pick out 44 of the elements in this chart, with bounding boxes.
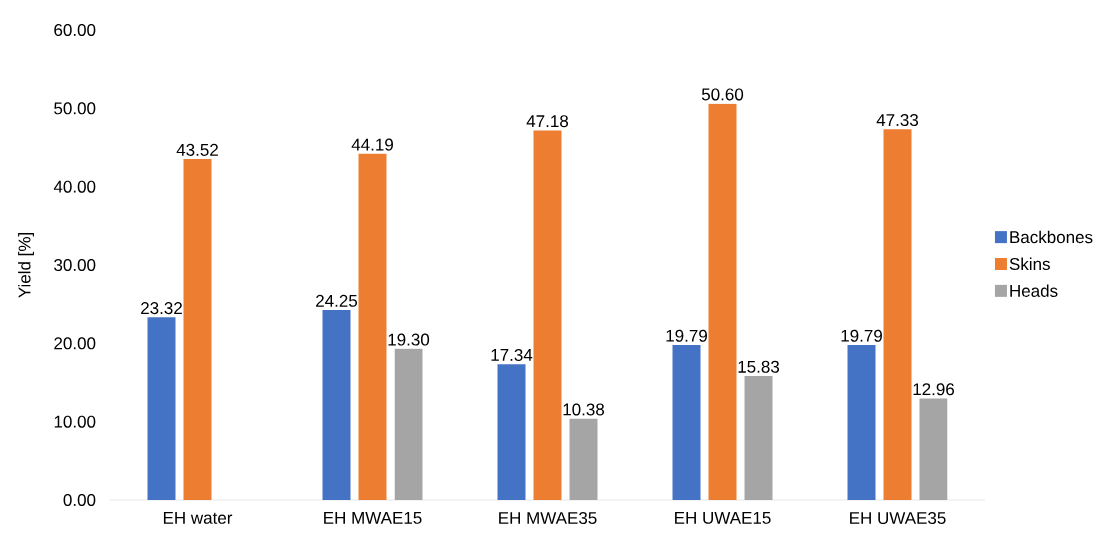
bar <box>672 344 701 500</box>
bar <box>147 317 176 500</box>
legend-label: Backbones <box>1010 230 1093 244</box>
bar <box>847 344 876 500</box>
data-label: 17.34 <box>491 348 533 361</box>
x-tick-label: EH MWAE15 <box>324 512 422 524</box>
bar <box>883 129 912 500</box>
data-label: 19.79 <box>841 329 882 342</box>
y-axis-title: Yield [%] <box>18 233 34 298</box>
data-label: 43.52 <box>176 143 218 156</box>
data-label: 15.83 <box>738 360 780 373</box>
data-label: 24.25 <box>316 294 358 307</box>
bar <box>569 418 598 500</box>
x-tick-label: EH MWAE35 <box>499 512 597 525</box>
x-tick-label: EH UWAE35 <box>850 512 946 525</box>
bar <box>533 130 562 500</box>
y-tick-label: 50.00 <box>54 102 96 115</box>
data-label: 50.60 <box>701 88 744 101</box>
x-tick-label: EH UWAE15 <box>675 512 771 524</box>
bar <box>497 364 526 500</box>
data-label: 12.96 <box>913 383 955 396</box>
data-label: 23.32 <box>141 302 182 315</box>
y-tick-label: 10.00 <box>54 415 96 428</box>
y-tick-label: 0.00 <box>63 493 96 507</box>
y-tick-label: 60.00 <box>54 23 96 37</box>
data-label: 19.79 <box>666 329 707 342</box>
legend-label: Skins <box>1009 257 1050 271</box>
bar <box>708 103 737 500</box>
bar <box>358 153 387 500</box>
bar <box>183 159 212 500</box>
bar <box>322 310 351 500</box>
legend-label: Heads <box>1010 284 1058 297</box>
bar <box>919 398 948 500</box>
x-tick-label: EH water <box>163 512 233 524</box>
data-label: 10.38 <box>563 403 605 416</box>
bar <box>744 376 773 500</box>
bar <box>394 348 423 500</box>
data-label: 47.33 <box>876 114 919 127</box>
y-tick-label: 20.00 <box>54 337 96 350</box>
y-tick-label: 30.00 <box>54 258 96 272</box>
y-tick-label: 40.00 <box>53 180 96 193</box>
data-label: 19.30 <box>388 333 430 346</box>
data-label: 47.18 <box>526 115 569 128</box>
data-label: 44.19 <box>351 138 393 151</box>
